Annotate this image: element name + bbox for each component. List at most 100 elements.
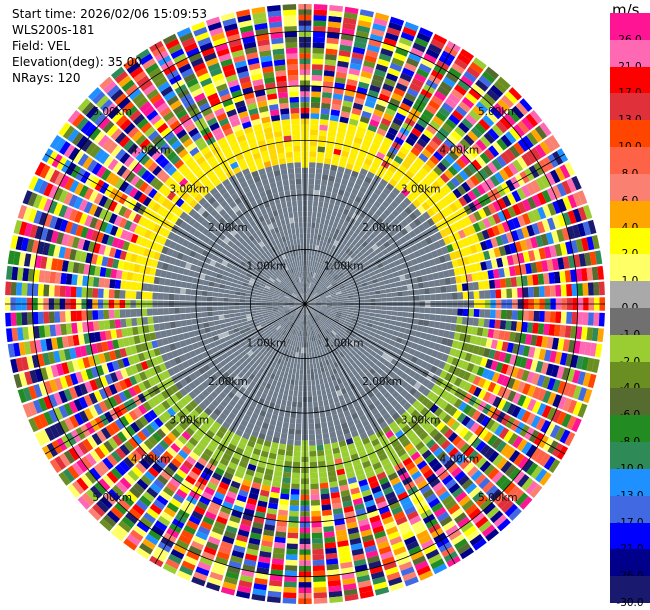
velocity-gate: [341, 289, 347, 294]
velocity-gate: [564, 325, 572, 338]
velocity-gate: [348, 278, 355, 283]
velocity-gate: [491, 471, 504, 484]
velocity-gate: [283, 388, 289, 396]
velocity-gate: [335, 341, 341, 348]
velocity-gate: [572, 224, 581, 239]
velocity-gate: [356, 319, 363, 324]
velocity-gate: [363, 60, 376, 69]
velocity-gate: [436, 85, 450, 97]
velocity-gate: [572, 401, 583, 416]
velocity-gate: [322, 323, 328, 329]
velocity-gate: [422, 109, 435, 120]
velocity-gate: [502, 388, 512, 400]
velocity-gate: [297, 401, 303, 408]
velocity-gate: [488, 349, 496, 360]
velocity-gate: [319, 310, 326, 314]
velocity-gate: [298, 352, 301, 359]
velocity-gate: [397, 407, 406, 416]
velocity-gate: [312, 548, 324, 555]
velocity-gate: [410, 258, 418, 266]
velocity-gate: [169, 321, 177, 329]
velocity-gate: [357, 287, 364, 292]
velocity-gate: [492, 329, 500, 340]
velocity-gate: [287, 532, 299, 539]
velocity-gate: [582, 221, 592, 236]
velocity-gate: [317, 281, 322, 287]
velocity-gate: [76, 322, 84, 334]
velocity-gate: [417, 282, 424, 289]
velocity-gate: [455, 142, 467, 154]
velocity-gate: [332, 301, 338, 304]
velocity-rays: [5, 4, 605, 604]
velocity-gate: [536, 374, 546, 387]
velocity-gate: [347, 210, 355, 218]
velocity-gate: [310, 300, 316, 303]
velocity-gate: [508, 467, 521, 481]
velocity-gate: [307, 205, 313, 212]
velocity-gate: [456, 53, 471, 66]
velocity-gate: [321, 286, 327, 291]
velocity-gate: [367, 89, 379, 99]
velocity-gate: [471, 364, 480, 375]
velocity-gate: [417, 384, 427, 394]
velocity-gate: [490, 510, 504, 524]
velocity-gate: [245, 311, 252, 315]
velocity-gate: [586, 236, 595, 251]
velocity-gate: [507, 485, 520, 499]
velocity-gate: [435, 111, 448, 122]
velocity-gate: [306, 249, 310, 256]
velocity-gate: [344, 254, 350, 261]
velocity-gate: [482, 481, 495, 494]
velocity-gate: [396, 214, 405, 223]
velocity-gate: [462, 193, 473, 204]
velocity-gate: [577, 222, 586, 237]
velocity-gate: [326, 304, 333, 307]
velocity-gate: [325, 191, 332, 198]
velocity-gate: [331, 272, 337, 278]
velocity-gate: [356, 215, 364, 223]
velocity-gate: [478, 118, 491, 131]
velocity-gate: [429, 404, 439, 414]
velocity-gate: [425, 48, 440, 60]
velocity-gate: [587, 373, 597, 389]
velocity-gate: [548, 458, 561, 474]
velocity-gate: [320, 297, 327, 301]
velocity-gate: [328, 220, 334, 227]
velocity-gate: [426, 390, 436, 400]
velocity-gate: [428, 140, 440, 151]
velocity-gate: [476, 231, 485, 242]
velocity-gate: [485, 418, 496, 430]
velocity-gate: [342, 22, 356, 31]
velocity-gate: [299, 374, 303, 381]
velocity-gate: [340, 213, 347, 221]
velocity-gate: [344, 331, 350, 338]
velocity-gate: [491, 124, 504, 137]
velocity-gate: [313, 9, 328, 16]
velocity-gate: [374, 132, 385, 142]
velocity-gate: [312, 559, 325, 566]
velocity-gate: [317, 262, 322, 269]
velocity-gate: [486, 89, 500, 102]
velocity-gate: [499, 320, 507, 330]
velocity-gate: [428, 99, 441, 111]
velocity-gate: [315, 287, 320, 293]
velocity-gate: [371, 161, 380, 170]
velocity-gate: [466, 362, 475, 373]
velocity-gate: [308, 255, 312, 261]
velocity-gate: [291, 478, 300, 484]
velocity-gate: [293, 450, 301, 457]
velocity-gate: [324, 158, 332, 165]
velocity-gate: [322, 271, 327, 277]
velocity-gate: [440, 293, 447, 300]
velocity-gate: [418, 167, 429, 177]
velocity-gate: [345, 318, 352, 323]
velocity-gate: [421, 148, 432, 159]
velocity-gate: [323, 236, 329, 243]
velocity-gate: [387, 329, 394, 335]
velocity-gate: [483, 347, 491, 358]
velocity-gate: [416, 32, 431, 43]
velocity-gate: [321, 388, 327, 396]
velocity-gate: [375, 329, 383, 336]
velocity-gate: [491, 158, 503, 171]
velocity-gate: [98, 320, 105, 331]
